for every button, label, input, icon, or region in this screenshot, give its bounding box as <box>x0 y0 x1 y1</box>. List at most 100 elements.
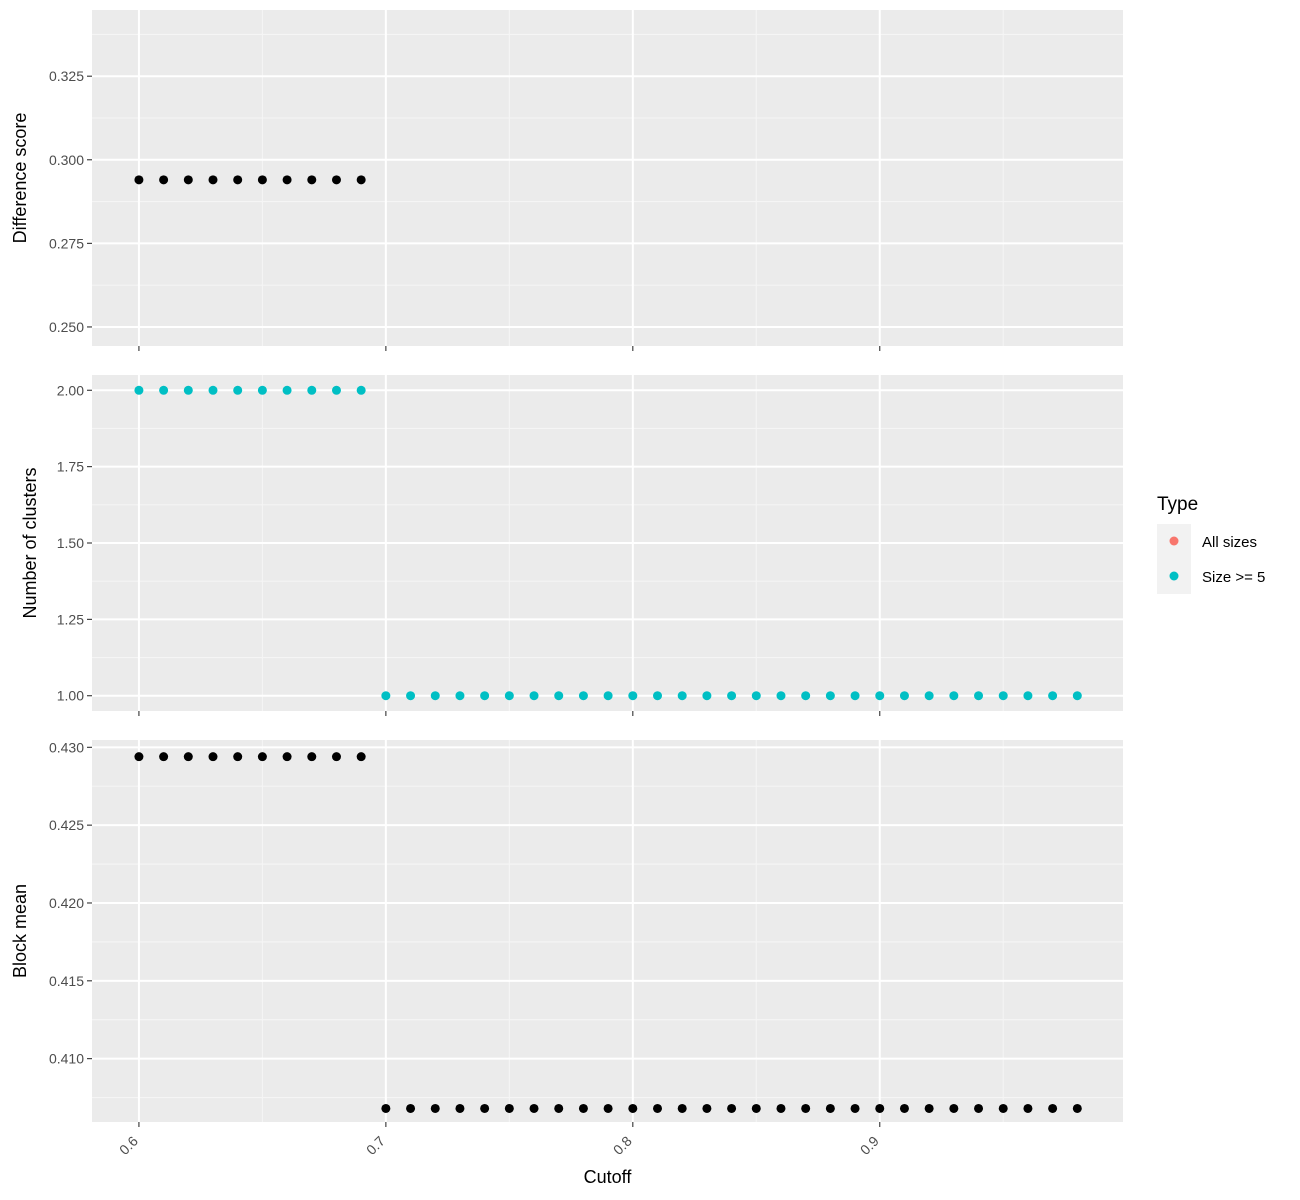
data-point <box>1048 1103 1058 1113</box>
legend-key <box>1169 536 1179 546</box>
data-point <box>776 691 786 701</box>
data-point <box>455 1103 465 1113</box>
y-tick-label: 0.300 <box>49 152 84 168</box>
data-point <box>603 1103 613 1113</box>
data-point <box>331 175 341 185</box>
data-point <box>233 175 243 185</box>
data-point <box>702 691 712 701</box>
data-point <box>406 1103 416 1113</box>
legend-key <box>1169 571 1179 581</box>
data-point <box>554 691 564 701</box>
y-tick-label: 0.410 <box>49 1051 84 1067</box>
data-point <box>677 691 687 701</box>
data-point <box>282 175 292 185</box>
data-point <box>850 691 860 701</box>
data-point <box>727 1103 737 1113</box>
data-point <box>924 1103 934 1113</box>
data-point <box>949 1103 959 1113</box>
data-point <box>183 752 193 762</box>
y-axis-title: Number of clusters <box>20 467 40 618</box>
data-point <box>529 1103 539 1113</box>
y-axis-title: Difference score <box>10 113 30 244</box>
panels: 0.250 0.275 0.300 0.325 Difference score 1.00… <box>10 10 1123 1158</box>
data-point <box>825 691 835 701</box>
data-point <box>751 691 761 701</box>
data-point <box>257 385 267 395</box>
data-point <box>356 175 366 185</box>
data-point <box>628 691 638 701</box>
legend-label: All sizes <box>1202 534 1257 551</box>
data-point <box>1023 1103 1033 1113</box>
data-point <box>381 1103 391 1113</box>
x-axis-title: Cutoff <box>584 1167 633 1187</box>
legend-title: Type <box>1157 494 1198 515</box>
data-point <box>801 1103 811 1113</box>
panel-3: 0.410 0.415 0.420 0.425 0.430 Block mean <box>10 739 1123 1127</box>
y-tick-label: 0.425 <box>49 817 84 833</box>
y-tick-label: 0.250 <box>49 319 84 335</box>
y-tick-label: 0.430 <box>49 739 84 755</box>
data-point <box>998 691 1008 701</box>
panel-2: 1.00 1.25 1.50 1.75 2.00 Number of clusters <box>20 375 1123 716</box>
data-point <box>282 752 292 762</box>
data-point <box>899 691 909 701</box>
data-point <box>727 691 737 701</box>
data-point <box>257 175 267 185</box>
data-point <box>331 752 341 762</box>
data-point <box>875 691 885 701</box>
data-point <box>455 691 465 701</box>
data-point <box>924 691 934 701</box>
data-point <box>653 691 663 701</box>
panel-background <box>92 740 1123 1122</box>
data-point <box>603 691 613 701</box>
data-point <box>702 1103 712 1113</box>
data-point <box>677 1103 687 1113</box>
data-point <box>430 1103 440 1113</box>
y-tick-label: 1.50 <box>57 535 84 551</box>
y-axis-title: Block mean <box>10 884 30 978</box>
y-tick-label: 2.00 <box>57 382 84 398</box>
data-point <box>307 752 317 762</box>
legend-label: Size >= 5 <box>1202 569 1265 586</box>
y-tick-label: 1.25 <box>57 611 84 627</box>
data-point <box>307 175 317 185</box>
data-point <box>1048 691 1058 701</box>
data-point <box>628 1103 638 1113</box>
data-point <box>183 175 193 185</box>
data-point <box>480 691 490 701</box>
data-point <box>356 752 366 762</box>
legend-key-background <box>1157 524 1191 594</box>
data-point <box>159 385 169 395</box>
data-point <box>134 385 144 395</box>
data-point <box>504 691 514 701</box>
data-point <box>134 175 144 185</box>
data-point <box>949 691 959 701</box>
data-point <box>183 385 193 395</box>
data-point <box>825 1103 835 1113</box>
data-point <box>776 1103 786 1113</box>
data-point <box>282 385 292 395</box>
y-tick-label: 0.275 <box>49 235 84 251</box>
panel-background <box>92 10 1123 346</box>
data-point <box>134 752 144 762</box>
data-point <box>899 1103 909 1113</box>
data-point <box>1072 1103 1082 1113</box>
data-point <box>653 1103 663 1113</box>
data-point <box>406 691 416 701</box>
data-point <box>974 691 984 701</box>
y-tick-label: 0.415 <box>49 973 84 989</box>
legend-entries: All sizes Size >= 5 <box>1157 524 1265 594</box>
panel-1: 0.250 0.275 0.300 0.325 Difference score <box>10 10 1123 351</box>
data-point <box>850 1103 860 1113</box>
data-point <box>233 385 243 395</box>
data-point <box>801 691 811 701</box>
data-point <box>159 752 169 762</box>
data-point <box>159 175 169 185</box>
data-point <box>257 752 267 762</box>
data-point <box>875 1103 885 1113</box>
data-point <box>504 1103 514 1113</box>
data-point <box>307 385 317 395</box>
data-point <box>208 752 218 762</box>
data-point <box>208 385 218 395</box>
